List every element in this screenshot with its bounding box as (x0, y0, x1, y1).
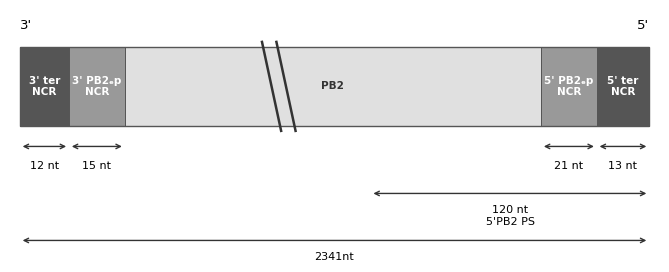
Text: 120 nt
5'PB2 PS: 120 nt 5'PB2 PS (486, 205, 535, 227)
Text: 21 nt: 21 nt (555, 161, 583, 171)
Text: 13 nt: 13 nt (609, 161, 638, 171)
Text: 15 nt: 15 nt (82, 161, 111, 171)
Bar (597, 47, 649, 126)
Text: 12 nt: 12 nt (30, 161, 59, 171)
Text: 2341nt: 2341nt (314, 252, 355, 262)
Bar (20, 47, 649, 126)
Text: 3' ter
NCR: 3' ter NCR (29, 76, 60, 97)
Bar (20, 47, 69, 126)
Text: PB2: PB2 (321, 81, 345, 91)
Text: 3' PB2ₑp
NCR: 3' PB2ₑp NCR (72, 76, 122, 97)
Bar (124, 47, 541, 126)
Bar (259, 48, 324, 124)
Bar (541, 47, 597, 126)
Text: 5': 5' (637, 18, 649, 32)
Text: 5' ter
NCR: 5' ter NCR (607, 76, 639, 97)
Text: 5' PB2ₑp
NCR: 5' PB2ₑp NCR (544, 76, 593, 97)
Bar (69, 47, 124, 126)
Text: 3': 3' (20, 18, 32, 32)
